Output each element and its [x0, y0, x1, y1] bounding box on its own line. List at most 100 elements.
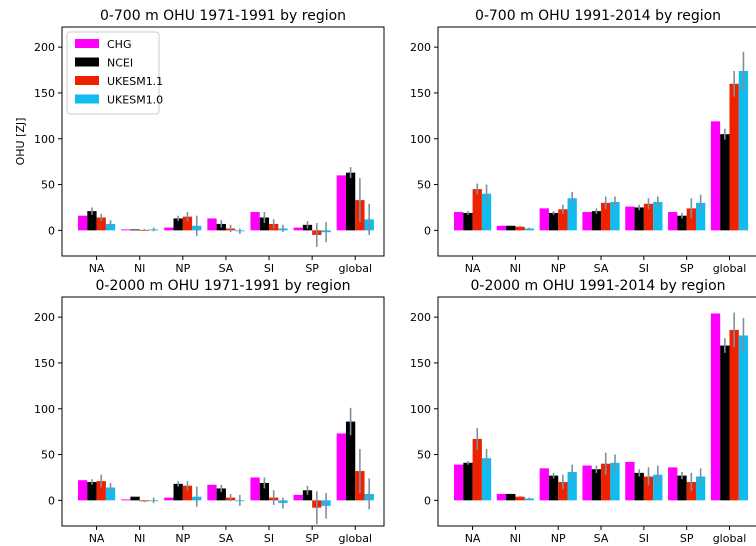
bar-ncei-si	[634, 207, 644, 231]
bar-chg-na	[454, 212, 464, 231]
bar-ncei-sp	[677, 475, 687, 501]
bar-ukesm1-1-na	[96, 217, 106, 231]
axes-frame	[61, 296, 385, 527]
bar-ukesm1-0-global	[738, 335, 749, 501]
y-tick-label: 100	[34, 403, 55, 416]
bar-chg-sa	[207, 218, 217, 231]
y-tick-label: 150	[410, 357, 431, 370]
y-axis-label: OHU [ZJ]	[14, 118, 27, 166]
chart-panel-1: 0-700 m OHU 1971-1991 by region 0 50 100 150…	[14, 8, 385, 275]
bar-chg-ni	[496, 225, 507, 231]
x-tick-label: NP	[175, 262, 190, 275]
x-tick-label: SI	[264, 262, 274, 275]
bar-chg-ni	[121, 499, 131, 501]
y-tick-label: 200	[34, 41, 55, 54]
x-tick-label: NA	[465, 532, 481, 545]
bar-ncei-global	[345, 421, 356, 501]
bar-chg-si	[625, 461, 635, 501]
bar-chg-sp	[293, 227, 303, 231]
bar-ncei-na	[87, 482, 97, 501]
bar-chg-sa	[582, 465, 592, 501]
bar-chg-sa	[582, 212, 592, 231]
bar-ukesm1-1-np	[558, 482, 568, 501]
x-tick-label: SA	[594, 532, 609, 545]
bar-ukesm1-1-np	[182, 485, 193, 501]
bar-ncei-np	[173, 218, 183, 231]
bar-ukesm1-0-na	[105, 487, 116, 501]
bar-chg-np	[164, 227, 174, 231]
y-tick-label: 200	[410, 311, 431, 324]
x-tick-label: NI	[510, 262, 521, 275]
bar-ukesm1-0-na	[481, 193, 492, 231]
bar-chg-global	[336, 433, 346, 501]
bar-ukesm1-0-sp	[695, 476, 706, 501]
bar-chg-np	[539, 468, 549, 501]
x-tick-label: NA	[89, 532, 105, 545]
x-tick-label: global	[338, 532, 372, 545]
bar-ncei-ni	[506, 493, 516, 501]
y-tick-label: 150	[410, 87, 431, 100]
bar-ukesm1-1-sa	[601, 202, 611, 231]
y-tick-label: 50	[417, 179, 431, 192]
x-tick-label: SI	[639, 262, 649, 275]
axes-frame	[437, 296, 756, 527]
y-tick-label: 50	[41, 179, 55, 192]
y-tick-label: 0	[48, 224, 55, 237]
bar-ukesm1-1-na	[96, 481, 106, 501]
bar-ncei-na	[463, 212, 473, 231]
x-tick-label: SA	[219, 532, 234, 545]
bar-ukesm1-1-na	[472, 189, 482, 231]
bar-ncei-ni	[130, 229, 140, 231]
bar-ncei-sp	[677, 215, 687, 231]
bar-ukesm1-1-sp	[686, 482, 696, 501]
x-tick-label: NI	[134, 532, 145, 545]
bar-ncei-global	[345, 172, 356, 231]
y-tick-label: 0	[424, 224, 431, 237]
x-tick-label: NI	[510, 532, 521, 545]
legend: CHG NCEI UKESM1.1 UKESM1.0	[66, 31, 163, 115]
x-tick-label: SA	[594, 262, 609, 275]
x-tick-label: NI	[134, 262, 145, 275]
y-tick-label: 50	[41, 449, 55, 462]
bar-ukesm1-1-sa	[601, 463, 611, 501]
bar-ukesm1-0-np	[567, 198, 577, 231]
bar-chg-si	[625, 206, 635, 231]
bar-ukesm1-1-np	[182, 216, 193, 231]
bar-chg-sp	[668, 467, 678, 501]
chart-panel-3: 0-2000 m OHU 1971-1991 by region 0 50 100 15…	[34, 278, 385, 545]
bar-ukesm1-1-si	[643, 476, 654, 501]
legend-swatch	[75, 39, 99, 48]
y-tick-label: 100	[410, 133, 431, 146]
bar-ukesm1-0-np	[567, 471, 577, 501]
bar-chg-global	[710, 121, 721, 231]
bar-chg-si	[250, 212, 260, 231]
bar-ukesm1-0-si	[653, 201, 663, 231]
y-tick-label: 150	[34, 357, 55, 370]
x-tick-label: global	[338, 262, 372, 275]
chart-title: 0-700 m OHU 1971-1991 by region	[100, 8, 346, 24]
y-tick-label: 100	[34, 133, 55, 146]
bar-ukesm1-1-global	[729, 83, 739, 231]
bar-ncei-global	[720, 345, 730, 501]
y-tick-label: 100	[410, 403, 431, 416]
bar-ukesm1-0-na	[481, 458, 492, 501]
bar-chg-global	[336, 175, 346, 231]
bar-chg-sp	[668, 212, 678, 231]
bar-ukesm1-0-si	[653, 474, 663, 501]
chart-title: 0-2000 m OHU 1971-1991 by region	[95, 278, 350, 294]
bar-ncei-si	[259, 217, 270, 231]
y-tick-label: 0	[424, 494, 431, 507]
chart-panel-4: 0-2000 m OHU 1991-2014 by region 0 50 100 15…	[410, 278, 756, 545]
bar-ncei-sa	[591, 469, 602, 501]
bar-chg-sp	[293, 494, 303, 501]
y-tick-label: 200	[34, 311, 55, 324]
bar-ukesm1-1-sp	[686, 208, 696, 231]
bar-chg-na	[454, 464, 464, 501]
legend-label: UKESM1.0	[107, 94, 163, 107]
y-tick-label: 150	[34, 87, 55, 100]
bar-ncei-sa	[591, 211, 602, 231]
bar-ncei-global	[720, 134, 730, 231]
legend-label: NCEI	[107, 57, 133, 70]
bar-chg-np	[539, 208, 549, 231]
bar-ncei-np	[548, 212, 559, 231]
